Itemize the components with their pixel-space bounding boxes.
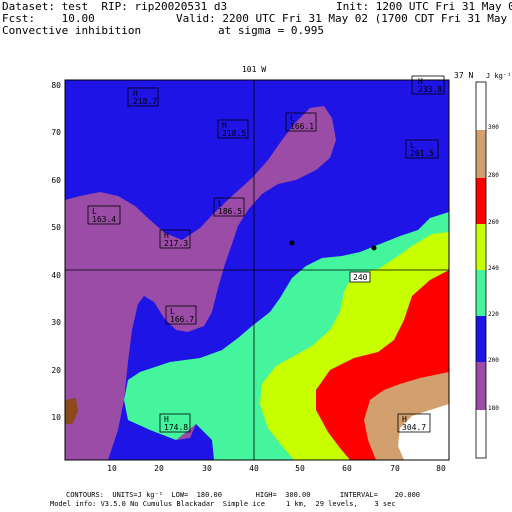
svg-text:166.1: 166.1 [290,122,314,131]
legend-swatch [476,82,486,130]
extremum-label: H 218.7 [127,87,159,107]
svg-text:304.7: 304.7 [402,423,426,432]
y-tick: 10 [51,413,61,422]
svg-text:233.8: 233.8 [418,85,442,94]
legend-level: 260 [488,219,499,226]
x-tick: 70 [390,464,400,473]
parallel-label: 37 N [454,71,473,80]
svg-text:163.4: 163.4 [92,215,116,224]
extremum-label: L 201.5 [405,139,439,159]
legend-swatch [476,362,486,410]
extremum-label: H 218.5 [217,119,249,139]
legend-swatch [476,130,486,178]
y-tick: 70 [51,128,61,137]
svg-text:240: 240 [353,273,368,282]
forecast-label: Fcst: 10.00 [2,12,95,25]
extremum-label: H 174.8 [159,413,191,433]
y-tick: 30 [51,318,61,327]
svg-text:174.8: 174.8 [164,423,188,432]
x-tick: 50 [295,464,305,473]
svg-text:L: L [290,114,295,123]
svg-text:L: L [218,199,223,208]
dataset-label: Dataset: test RIP: rip20020531 d3 [2,0,228,13]
svg-text:186.5: 186.5 [218,207,242,216]
plot-frame [64,79,450,461]
legend-swatch [476,224,486,270]
svg-text:218.5: 218.5 [222,129,246,138]
y-tick: 50 [51,223,61,232]
legend-level: 240 [488,265,499,272]
svg-text:H: H [164,231,169,240]
svg-text:218.7: 218.7 [133,97,157,106]
svg-text:H: H [133,89,138,98]
model-info: Model info: V3.5.0 No Cumulus Blackadar … [50,500,396,508]
svg-text:L: L [170,307,175,316]
extrema-labels: H 218.7 H 233.8 H 218.5 L 166.1 L 201.5 … [87,75,445,433]
legend-swatch [476,270,486,316]
svg-text:166.7: 166.7 [170,315,194,324]
extremum-label: H 217.3 [159,229,191,249]
legend-level: 200 [488,357,499,364]
legend-swatch [476,178,486,224]
extremum-label: L 163.4 [87,205,121,225]
legend-swatch [476,316,486,362]
region-180-200-west [65,106,336,460]
extremum-label: H 304.7 [397,413,431,433]
x-tick: 10 [107,464,117,473]
svg-text:H: H [164,415,169,424]
legend-unit: J kg⁻¹ [486,72,511,80]
contour-fill [65,80,449,460]
x-tick: 60 [342,464,352,473]
legend-level: 280 [488,172,499,179]
init-label: Init: 1200 UTC Fri 31 May 02 [336,0,512,13]
contour-value-label: 240 [349,271,371,283]
svg-text:201.5: 201.5 [410,149,434,158]
svg-text:L: L [92,207,97,216]
legend-swatch [476,410,486,458]
field-label: Convective inhibition [2,24,142,37]
extremum-label: L 186.5 [213,197,245,217]
x-tick: 30 [202,464,212,473]
y-tick: 40 [51,271,61,280]
y-tick: 20 [51,366,61,375]
y-axis-ticks: 10 20 30 40 50 60 70 80 [51,81,61,422]
svg-text:H: H [402,415,407,424]
region-brown-edge [65,398,78,424]
extremum-label: L 166.1 [285,112,317,132]
svg-text:217.3: 217.3 [164,239,188,248]
x-tick: 40 [249,464,259,473]
extremum-label: L 166.7 [165,305,197,325]
x-tick: 20 [154,464,164,473]
x-axis-ticks: 10 20 30 40 50 60 70 80 [107,464,446,473]
valid-label: Valid: 2200 UTC Fri 31 May 02 (1700 CDT … [176,12,512,25]
extremum-label: H 233.8 [411,75,445,95]
svg-text:H: H [418,77,423,86]
contours-info: CONTOURS: UNITS=J kg⁻¹ LOW= 180.00 HIGH=… [66,491,421,499]
x-tick: 80 [436,464,446,473]
svg-text:H: H [222,121,227,130]
station-dot [371,245,377,251]
station-dot [289,240,295,246]
sigma-label: at sigma = 0.995 [218,24,324,37]
legend-level: 300 [488,124,499,131]
legend-colorbar: J kg⁻¹ 300 280 260 240 220 200 180 [475,72,511,459]
meridian-label: 101 W [242,65,266,74]
legend-level: 180 [488,405,499,412]
svg-text:L: L [410,141,415,150]
y-tick: 80 [51,81,61,90]
y-tick: 60 [51,176,61,185]
legend-level: 220 [488,311,499,318]
